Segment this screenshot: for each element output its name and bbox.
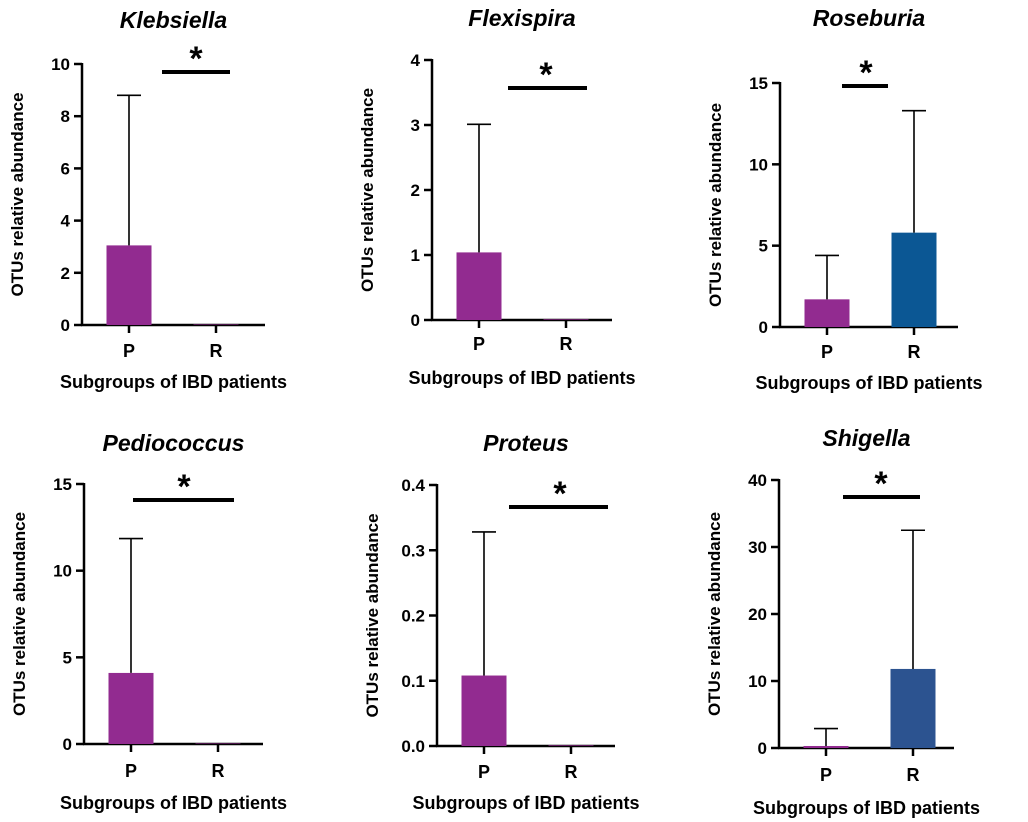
y-tick-label: 30	[748, 538, 767, 557]
bar-p	[461, 675, 507, 746]
x-tick-label-r: R	[565, 762, 578, 782]
significance-star: *	[874, 465, 888, 503]
y-tick-label: 0	[758, 739, 767, 758]
significance-star: *	[177, 468, 191, 506]
x-tick-label-r: R	[560, 334, 573, 354]
bar-r	[543, 319, 589, 320]
significance-star: *	[189, 40, 203, 78]
x-tick-label-r: R	[212, 761, 225, 781]
y-tick-label: 10	[51, 55, 70, 74]
x-axis-label: Subgroups of IBD patients	[60, 372, 287, 392]
x-tick-label-r: R	[210, 341, 223, 361]
y-tick-label: 0.0	[401, 737, 425, 756]
x-tick-label-p: P	[125, 761, 137, 781]
y-axis-label: OTUs relative abundance	[358, 88, 377, 292]
bar-p	[804, 299, 850, 327]
x-tick-label-p: P	[821, 342, 833, 362]
chart-panel-6: Shigella 0 10 20 30 40 P R * Subgroups of IBD pat…	[705, 425, 980, 818]
x-tick-label-p: P	[473, 334, 485, 354]
x-tick-label-p: P	[123, 341, 135, 361]
y-tick-label: 40	[748, 471, 767, 490]
x-tick-label-r: R	[907, 765, 920, 785]
significance-star: *	[859, 54, 873, 92]
x-axis-label: Subgroups of IBD patients	[413, 793, 640, 813]
chart-title: Pediococcus	[103, 430, 245, 456]
bar-r	[548, 745, 594, 746]
bar-r	[891, 232, 937, 327]
x-tick-label-r: R	[908, 342, 921, 362]
x-axis-label: Subgroups of IBD patients	[409, 368, 636, 388]
chart-title: Shigella	[822, 425, 910, 451]
y-tick-label: 10	[748, 672, 767, 691]
significance-star: *	[539, 56, 553, 94]
chart-title: Roseburia	[813, 5, 926, 31]
x-axis-label: Subgroups of IBD patients	[60, 793, 287, 813]
x-tick-label-p: P	[478, 762, 490, 782]
y-tick-label: 3	[411, 116, 420, 135]
chart-title: Flexispira	[468, 5, 576, 31]
y-tick-label: 4	[411, 51, 421, 70]
x-tick-label-p: P	[820, 765, 832, 785]
y-tick-label: 4	[61, 212, 71, 231]
y-axis-label: OTUs relative abundance	[10, 512, 29, 716]
y-tick-label: 10	[53, 562, 72, 581]
y-tick-label: 8	[61, 107, 70, 126]
chart-panel-1: Klebsiella 0 2 4 6 8 10 P R * Subgroups of IBD pat…	[8, 7, 287, 392]
bar-r	[195, 743, 241, 744]
y-tick-label: 0	[61, 316, 70, 335]
chart-panel-4: Pediococcus 0 5 10 15 P R * Subgroups of IBD pat…	[10, 430, 287, 813]
x-axis-label: Subgroups of IBD patients	[756, 373, 983, 393]
y-tick-label: 0	[411, 311, 420, 330]
chart-panel-5: Proteus 0.0 0.1 0.2 0.3 0.4 P R * Subgroups of IB…	[363, 430, 640, 813]
y-axis-label: OTUs relative abundance	[8, 92, 27, 296]
bar-r	[890, 668, 936, 748]
chart-title: Proteus	[483, 430, 569, 456]
y-tick-label: 0	[63, 735, 72, 754]
chart-panel-3: Roseburia 0 5 10 15 P R * Subgroups of IBD patie…	[706, 5, 983, 393]
y-tick-label: 1	[411, 246, 420, 265]
y-tick-label: 0.2	[401, 607, 425, 626]
y-tick-label: 20	[748, 605, 767, 624]
significance-star: *	[553, 475, 567, 513]
y-axis-label: OTUs relative abundance	[706, 103, 725, 307]
x-axis-label: Subgroups of IBD patients	[753, 798, 980, 818]
bar-p	[456, 252, 502, 320]
y-tick-label: 10	[749, 155, 768, 174]
bar-r	[193, 324, 239, 325]
y-tick-label: 2	[61, 264, 70, 283]
bar-p	[803, 745, 849, 748]
y-tick-label: 2	[411, 181, 420, 200]
y-tick-label: 5	[63, 648, 72, 667]
bar-p	[106, 245, 152, 325]
y-tick-label: 15	[749, 74, 768, 93]
y-tick-label: 0.1	[401, 672, 425, 691]
y-axis-label: OTUs relative abundance	[705, 512, 724, 716]
chart-title: Klebsiella	[120, 7, 228, 33]
chart-panel-2: Flexispira 0 1 2 3 4 P R * Subgroups of IBD patie…	[358, 5, 636, 388]
bar-p	[108, 672, 154, 744]
y-tick-label: 0.4	[401, 476, 425, 495]
y-tick-label: 15	[53, 475, 72, 494]
y-tick-label: 6	[61, 159, 70, 178]
y-tick-label: 5	[759, 237, 768, 256]
y-tick-label: 0.3	[401, 541, 425, 560]
y-tick-label: 0	[759, 318, 768, 337]
y-axis-label: OTUs relative abundance	[363, 513, 382, 717]
